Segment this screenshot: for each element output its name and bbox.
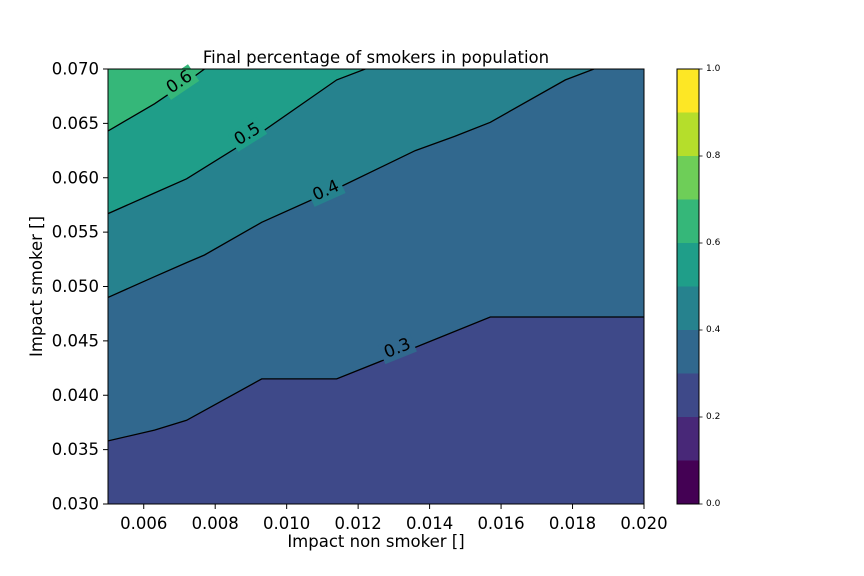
x-axis-ticks: 0.006 0.008 0.010 0.012 0.014 0.016 0.018 0.020 bbox=[120, 504, 668, 533]
colorbar: 0.0 0.2 0.4 0.6 0.8 1.0 bbox=[676, 64, 721, 509]
colorbar-tick-label: 0.0 bbox=[706, 499, 721, 509]
colorbar-segment bbox=[677, 156, 699, 200]
colorbar-segment bbox=[677, 330, 699, 374]
colorbar-frame bbox=[676, 68, 700, 505]
y-tick-label: 0.040 bbox=[52, 386, 99, 405]
colorbar-segment bbox=[677, 199, 699, 243]
x-tick-label: 0.006 bbox=[120, 514, 167, 533]
contour-fill-regions bbox=[108, 69, 644, 504]
x-tick-label: 0.008 bbox=[192, 514, 239, 533]
y-axis-label: Impact smoker [] bbox=[27, 216, 46, 357]
y-axis-ticks: 0.030 0.035 0.040 0.045 0.050 0.055 0.060 0.065… bbox=[52, 60, 108, 514]
x-tick-label: 0.016 bbox=[477, 514, 524, 533]
colorbar-tick-label: 0.8 bbox=[706, 151, 721, 161]
y-tick-label: 0.070 bbox=[52, 60, 99, 79]
contour-labels: 0.30.40.50.6 bbox=[159, 64, 417, 365]
colorbar-segment bbox=[677, 286, 699, 330]
y-tick-label: 0.065 bbox=[52, 114, 99, 133]
colorbar-tick-label: 1.0 bbox=[706, 64, 721, 74]
x-tick-label: 0.020 bbox=[620, 514, 667, 533]
colorbar-tick-label: 0.4 bbox=[706, 325, 721, 335]
x-axis-label: Impact non smoker [] bbox=[287, 532, 464, 551]
colorbar-segment bbox=[677, 243, 699, 287]
y-tick-label: 0.045 bbox=[52, 331, 99, 350]
chart-title: Final percentage of smokers in populatio… bbox=[203, 48, 549, 67]
x-tick-label: 0.012 bbox=[335, 514, 382, 533]
y-tick-label: 0.060 bbox=[52, 168, 99, 187]
contour-label-0.3: 0.3 bbox=[377, 332, 417, 365]
contour-line-0.3 bbox=[108, 316, 644, 442]
y-tick-label: 0.055 bbox=[52, 223, 99, 242]
y-tick-label: 0.050 bbox=[52, 277, 99, 296]
x-tick-label: 0.014 bbox=[406, 514, 453, 533]
y-tick-label: 0.035 bbox=[52, 440, 99, 459]
colorbar-tick-label: 0.2 bbox=[706, 412, 720, 422]
colorbar-segment bbox=[677, 460, 699, 504]
contour-line-0.5 bbox=[108, 69, 366, 215]
colorbar-segment bbox=[677, 417, 699, 461]
x-tick-label: 0.018 bbox=[549, 514, 596, 533]
colorbar-tick-label: 0.6 bbox=[706, 238, 721, 248]
colorbar-segment bbox=[677, 373, 699, 417]
y-tick-label: 0.030 bbox=[52, 495, 99, 514]
x-tick-label: 0.010 bbox=[263, 514, 310, 533]
colorbar-segment bbox=[677, 112, 699, 156]
colorbar-segment bbox=[677, 69, 699, 113]
